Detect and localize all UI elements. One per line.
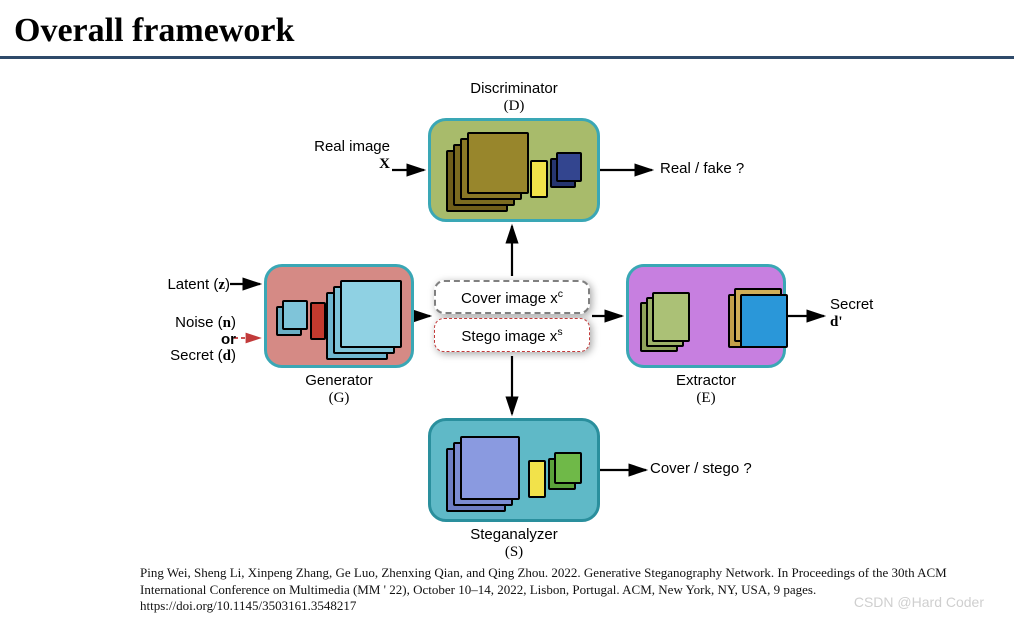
extractor-symbol: (E): [696, 390, 715, 406]
stego-image-box: Stego image xs: [434, 318, 590, 352]
generator-icon: [276, 278, 406, 358]
cover-stego-label: Cover / stego ?: [650, 460, 800, 477]
latent-label: Latent (z): [150, 276, 230, 294]
mid-wrap: Cover image xc Stego image xs: [434, 280, 590, 352]
extractor-title-text: Extractor: [676, 372, 736, 389]
citation-text: Ping Wei, Sheng Li, Xinpeng Zhang, Ge Lu…: [140, 565, 954, 614]
discriminator-symbol: (D): [504, 98, 525, 114]
discriminator-title-text: Discriminator: [470, 80, 558, 97]
steganalyzer-title-text: Steganalyzer: [470, 526, 558, 543]
watermark-text: CSDN @Hard Coder: [854, 594, 984, 610]
discriminator-title: Discriminator (D): [428, 80, 600, 116]
real-image-label: Real imageX: [300, 138, 390, 174]
cover-image-label: Cover image xc: [461, 288, 563, 307]
steganalyzer-title: Steganalyzer (S): [428, 526, 600, 562]
stego-image-label: Stego image xs: [461, 326, 562, 345]
page-title: Overall framework: [14, 12, 294, 50]
extractor-title: Extractor (E): [626, 372, 786, 408]
cover-image-box: Cover image xc: [434, 280, 590, 314]
generator-symbol: (G): [329, 390, 350, 406]
steganalyzer-icon: [446, 432, 586, 512]
noise-secret-label: Noise (n)orSecret (d): [144, 315, 236, 365]
discriminator-icon: [446, 132, 586, 212]
generator-title: Generator (G): [264, 372, 414, 408]
steganalyzer-symbol: (S): [505, 544, 523, 560]
extractor-icon: [640, 282, 780, 358]
slide-root: Overall framework: [0, 0, 1014, 624]
framework-diagram: Discriminator (D) Real imageX Real / fak…: [0, 60, 1014, 550]
secret-out-label: Secretd': [830, 296, 910, 332]
real-fake-label: Real / fake ?: [660, 160, 780, 177]
title-rule: [0, 56, 1014, 59]
generator-title-text: Generator: [305, 372, 373, 389]
